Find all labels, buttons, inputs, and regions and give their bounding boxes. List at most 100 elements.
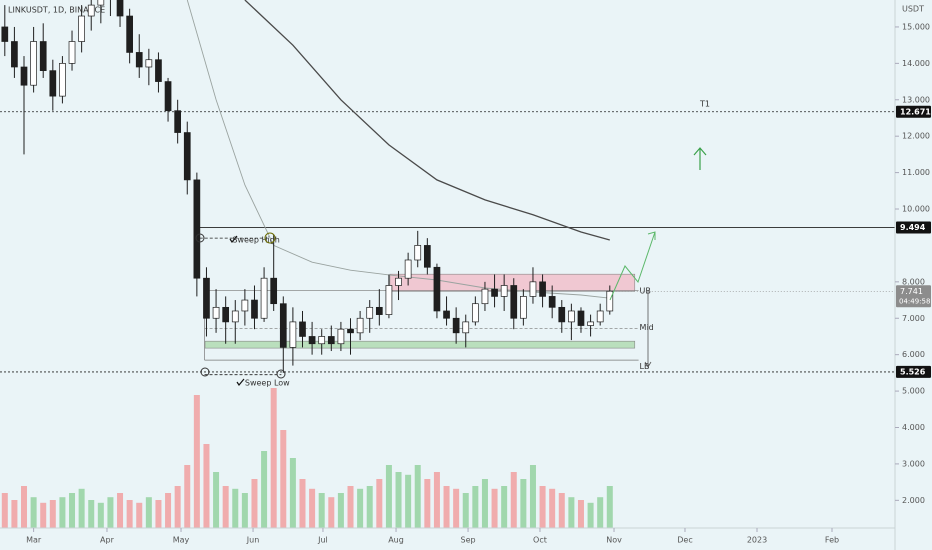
x-tick-label: Sep: [461, 536, 476, 545]
moving-average: [244, 0, 610, 241]
volume-bar: [433, 472, 440, 528]
volume-bar: [30, 497, 37, 528]
volume-bar: [97, 502, 104, 528]
candle-body: [395, 277, 402, 286]
volume-bar: [529, 465, 536, 528]
candle-body: [87, 4, 95, 17]
candle-body: [126, 15, 133, 53]
candle-body: [385, 285, 393, 315]
candle-body: [174, 110, 182, 133]
volume-bar: [40, 502, 47, 528]
candle-body: [59, 63, 66, 97]
level-label: 9.494: [900, 223, 926, 232]
candle-body: [97, 0, 105, 6]
volume-bar: [59, 497, 66, 528]
candle-body: [568, 310, 575, 323]
candle-body: [577, 310, 585, 326]
level-label-box: [896, 105, 931, 118]
volume-bar: [491, 488, 498, 528]
candle-body: [49, 70, 57, 97]
volume-bar: [145, 497, 152, 528]
x-tick-label: Jul: [317, 536, 328, 545]
y-tick-label: 6.000: [902, 350, 925, 359]
last-price-box: [896, 285, 931, 308]
volume-bar: [597, 497, 604, 528]
volume-bar: [69, 493, 76, 528]
candle-body: [318, 336, 326, 345]
volume-bar: [289, 458, 296, 528]
volume-bar: [241, 493, 248, 528]
candle-body: [539, 281, 546, 297]
volume-bar: [501, 486, 508, 528]
candle-body: [520, 296, 527, 319]
volume-bar: [136, 502, 143, 528]
sweep-high-marker: [195, 233, 205, 243]
volume-bar: [280, 430, 287, 528]
level-label-box: [896, 365, 931, 378]
volume-bar: [213, 472, 220, 528]
x-tick-label: Mar: [26, 536, 42, 545]
volume-bar: [472, 486, 479, 528]
candle-body: [471, 303, 479, 323]
x-tick-label: Feb: [825, 536, 839, 545]
volume-bar: [117, 493, 124, 528]
candle-body: [308, 336, 316, 345]
volume-bar: [174, 486, 181, 528]
volume-bar: [49, 500, 56, 528]
volume-bar: [270, 388, 277, 528]
countdown-label: 04:49:58: [899, 297, 930, 305]
candle-body: [1, 26, 9, 42]
target-arrow: [693, 147, 707, 170]
volume-bar: [366, 486, 373, 528]
volume-bar: [587, 502, 594, 528]
candle-body: [260, 277, 268, 319]
candle-body: [11, 41, 18, 68]
candle-body: [587, 321, 594, 326]
candle-body: [30, 41, 37, 86]
candle-body: [510, 285, 518, 319]
candle-body: [529, 281, 537, 297]
volume-bar: [376, 479, 383, 528]
y-tick-label: 11.000: [902, 168, 930, 177]
candle-body: [270, 277, 278, 305]
x-tick-label: Nov: [606, 536, 622, 545]
volume-bar: [462, 493, 469, 528]
y-tick-label: 7.000: [902, 314, 925, 323]
x-tick-label: Apr: [100, 536, 115, 545]
candle-body: [203, 277, 210, 319]
y-tick-label: 13.000: [902, 95, 930, 104]
y-tick-label: 8.000: [902, 277, 925, 286]
candle-body: [183, 132, 191, 181]
candle-body: [404, 259, 412, 279]
volume-bar: [405, 474, 412, 528]
candle-body: [155, 59, 162, 82]
volume-bar: [337, 493, 344, 528]
volume-bar: [107, 497, 114, 528]
check-icon: [236, 378, 245, 387]
y-tick-label: 5.000: [902, 387, 925, 396]
candle-body: [500, 285, 508, 297]
volume-bar: [414, 465, 421, 528]
volume-bar: [261, 451, 268, 528]
candle-body: [222, 306, 230, 323]
volume-bar: [318, 493, 325, 528]
volume-bar: [299, 479, 306, 528]
volume-bar: [309, 488, 316, 528]
candle-body: [135, 52, 143, 68]
x-tick-label: Dec: [677, 536, 692, 545]
candle-body: [289, 321, 297, 348]
volume-bar: [520, 479, 527, 528]
candle-body: [606, 290, 614, 312]
candle-body: [491, 288, 498, 297]
candle-body: [366, 306, 374, 319]
volume-bar: [347, 486, 354, 528]
volume-bar: [232, 488, 239, 528]
volume-bar: [1, 493, 8, 528]
candle-body: [251, 299, 258, 319]
volume-bar: [193, 395, 200, 528]
candle-body: [452, 317, 460, 334]
volume-bar: [453, 488, 460, 528]
candle-body: [299, 321, 306, 337]
